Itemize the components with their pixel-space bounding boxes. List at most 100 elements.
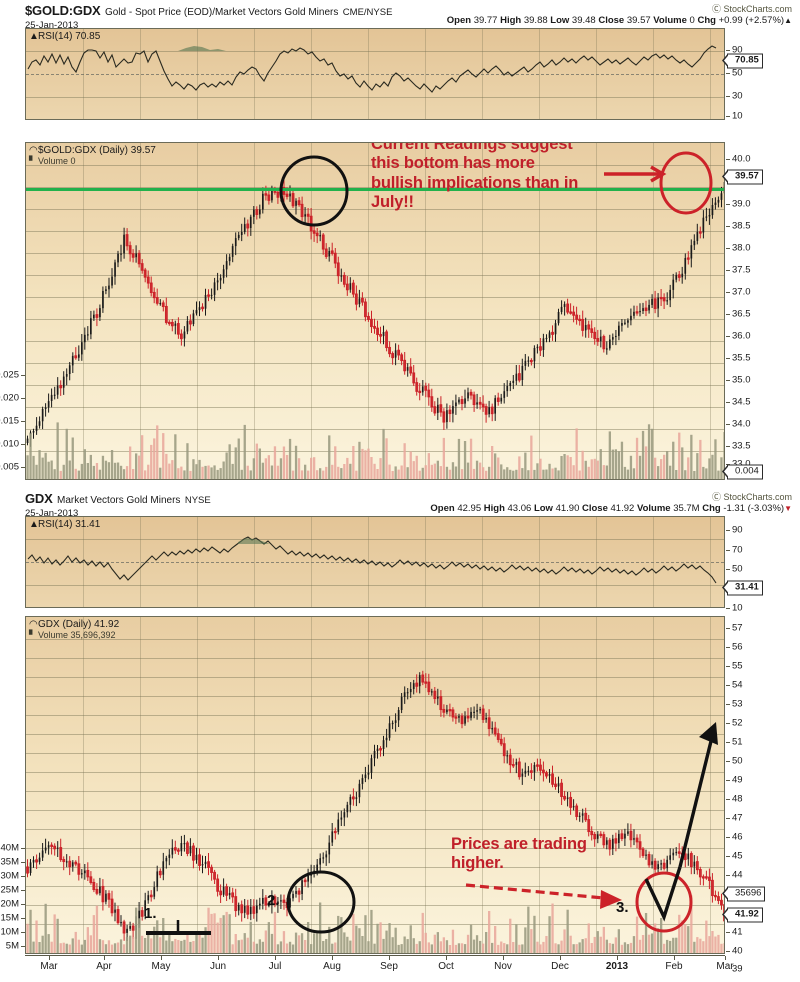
vol-tick-2: 0.015 (0, 415, 19, 427)
low-label-2: Low (533, 503, 553, 514)
chart2-marker-2: 2. (267, 892, 280, 909)
x-axis: Mar Apr May Jun Jul Aug Sep Oct Nov Dec … (25, 956, 734, 976)
gvol-tick-4: 20M (0, 898, 19, 910)
gdx-tick-11: 46 (732, 831, 743, 843)
price-tick-4: 37.5 (732, 264, 751, 276)
open-label-2: Open (430, 503, 455, 514)
rsi2-tick-90: 90 (732, 524, 743, 536)
chart1-price-legend: ◠$GOLD:GDX (Daily) 39.57 (29, 145, 156, 156)
chart2-rsi-axis: 90 70 50 10 31.41 (722, 516, 800, 614)
chart1-annotation-line-4: July!! (371, 192, 414, 211)
chart1-rsi-axis: 90 50 30 10 70.85 (722, 28, 800, 122)
x-label-0: Mar (40, 961, 58, 972)
open-value-2: 42.95 (457, 503, 482, 514)
price-tick-7: 36.0 (732, 330, 751, 342)
brand-label-2: Ⓒ StockCharts.com (711, 492, 792, 502)
chart1-volume-legend-text: Volume 0 (38, 156, 76, 166)
gdx-tick-2: 55 (732, 660, 743, 672)
x-label-12: Mar (716, 961, 734, 972)
gdx-tick-4: 53 (732, 698, 743, 710)
open-value: 39.77 (473, 15, 498, 26)
chart1-rsi-legend: ▲RSI(14) 70.85 (29, 31, 100, 42)
high-value: 39.88 (523, 15, 548, 26)
price-tick-8: 35.5 (732, 352, 751, 364)
candlestick-icon: ◠ (29, 145, 38, 156)
rsi-tick-10: 10 (732, 110, 743, 122)
chart1-price-legend-text: $GOLD:GDX (Daily) 39.57 (38, 145, 156, 156)
gdx-tick-14: 41 (732, 926, 743, 938)
chart2-marker-3: 3. (616, 899, 629, 916)
chart1-volume-legend: ▘ Volume 0 (29, 156, 76, 167)
close-value-2: 41.92 (610, 503, 635, 514)
gdx-tick-12: 45 (732, 850, 743, 862)
chart1-symbol: $GOLD:GDX (25, 3, 101, 18)
rsi-indicator-icon: ▲ (29, 31, 39, 42)
chart2-marker-1: 1. (144, 905, 157, 922)
high-label-2: High (483, 503, 505, 514)
x-label-3: Jun (209, 961, 227, 972)
chart2-symbol: GDX (25, 491, 53, 506)
x-label-11: Feb (665, 961, 683, 972)
chart2-quote-bar: Open 42.95 High 43.06 Low 41.90 Close 41… (430, 503, 792, 514)
chart1-rsi-legend-text: RSI(14) 70.85 (38, 31, 101, 42)
high-label: High (500, 15, 522, 26)
gvol-tick-2: 30M (0, 870, 19, 882)
chart1-support-line (26, 188, 724, 191)
close-label-2: Close (582, 503, 608, 514)
gvol-tick-6: 10M (0, 926, 19, 938)
high-value-2: 43.06 (507, 503, 532, 514)
gdx-tick-8: 49 (732, 774, 743, 786)
low-value: 39.48 (571, 15, 596, 26)
chart1-annotation-line-1: Current Readings suggest (371, 142, 573, 153)
chart2-annotation-line-1: Prices are trading (451, 835, 587, 853)
rsi-tick-90: 90 (732, 44, 743, 56)
volume-value-2: 35.7M (673, 503, 700, 514)
x-label-9: Dec (551, 961, 569, 972)
volume-value: 0 (689, 15, 695, 26)
chart1-price-value-pill: 39.57 (722, 169, 763, 185)
chart1-annotation-line-2: this bottom has more (371, 154, 535, 173)
chg-value-2: -1.31 (-3.03%) (723, 503, 785, 514)
chart2-exchange: NYSE (184, 495, 211, 506)
chart2-rsi-legend: ▲RSI(14) 31.41 (29, 519, 100, 530)
vol-tick-0: 0.025 (0, 369, 19, 381)
gdx-tick-6: 51 (732, 736, 743, 748)
gdx-tick-15: 40 (732, 945, 743, 957)
chart2-volume-axis: 40M 35M 30M 25M 20M 15M 10M 5M (0, 616, 25, 954)
chart2-annotation: Prices are trading higher. (451, 835, 587, 874)
chg-arrow-icon: ▲ (784, 16, 792, 25)
chart1-rsi-panel: ▲RSI(14) 70.85 (25, 28, 725, 120)
chart2-rsi-panel: ▲RSI(14) 31.41 (25, 516, 725, 608)
chart1-annotation: Current Readings suggest this bottom has… (371, 142, 578, 212)
chart2-price-legend-text: GDX (Daily) 41.92 (38, 619, 120, 630)
price-tick-2: 38.5 (732, 220, 751, 232)
chg-label-2: Chg (702, 503, 721, 514)
rsi2-tick-70: 70 (732, 544, 743, 556)
gdx-tick-7: 50 (732, 755, 743, 767)
brand-label: Ⓒ StockCharts.com (711, 4, 792, 14)
low-value-2: 41.90 (555, 503, 580, 514)
chart1-rsi-value-pill: 70.85 (722, 53, 763, 69)
price-tick-1: 39.0 (732, 198, 751, 210)
gdx-tick-9: 48 (732, 793, 743, 805)
chart2-header: GDX Market Vectors Gold Miners NYSE Ⓒ St… (0, 488, 800, 519)
chart1-volume-axis: 0.025 0.020 0.015 0.010 0.005 (0, 142, 25, 480)
chart2-rsi-value-pill: 31.41 (722, 580, 763, 596)
vol-tick-3: 0.010 (0, 438, 19, 450)
chart2-volume-legend: ▘ Volume 35,696,392 (29, 630, 116, 641)
chart1-header: $GOLD:GDX Gold - Spot Price (EOD)/Market… (0, 0, 800, 31)
x-label-4: Jul (268, 961, 282, 972)
gvol-tick-3: 25M (0, 884, 19, 896)
chart2-date: 25-Jan-2013 (25, 508, 79, 519)
chart2-volume-value-pill: 35696 (721, 886, 766, 902)
candlestick-icon-2: ◠ (29, 619, 38, 630)
rsi2-tick-50: 50 (732, 563, 743, 575)
volume-label-2: Volume (636, 503, 671, 514)
x-label-6: Sep (380, 961, 398, 972)
close-value: 39.57 (626, 15, 651, 26)
chart-gdx: GDX Market Vectors Gold Miners NYSE Ⓒ St… (0, 488, 800, 975)
gdx-tick-5: 52 (732, 717, 743, 729)
low-label: Low (550, 15, 570, 26)
gvol-tick-7: 5M (5, 940, 19, 952)
chart-gold-gdx: $GOLD:GDX Gold - Spot Price (EOD)/Market… (0, 0, 800, 480)
